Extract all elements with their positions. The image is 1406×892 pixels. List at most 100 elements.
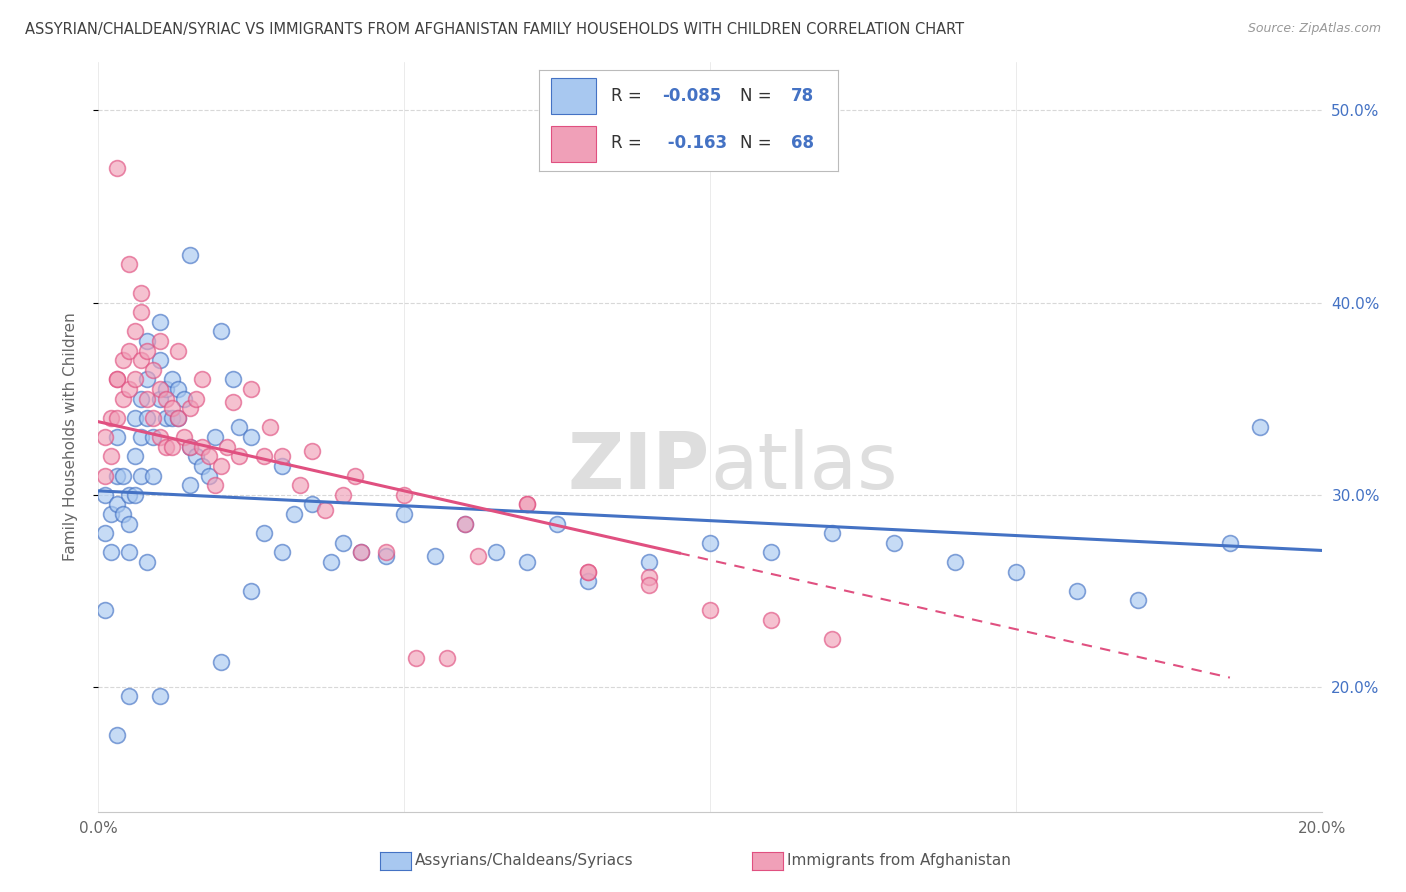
Point bbox=[160, 440, 183, 454]
Point bbox=[124, 410, 146, 425]
Point bbox=[943, 555, 966, 569]
Text: ZIP: ZIP bbox=[568, 429, 710, 505]
Point bbox=[167, 343, 190, 358]
Point bbox=[124, 488, 146, 502]
Point bbox=[344, 468, 367, 483]
Point bbox=[118, 690, 141, 704]
Point bbox=[222, 395, 245, 409]
Point bbox=[111, 353, 134, 368]
Point bbox=[105, 410, 128, 425]
Point bbox=[209, 458, 232, 473]
Point bbox=[136, 555, 159, 569]
Point bbox=[142, 430, 165, 444]
Point bbox=[149, 315, 172, 329]
Point bbox=[270, 545, 292, 559]
Point bbox=[118, 488, 141, 502]
Point bbox=[436, 651, 458, 665]
Point bbox=[374, 549, 396, 564]
Point bbox=[129, 392, 152, 406]
Point bbox=[155, 392, 177, 406]
Point bbox=[191, 440, 214, 454]
Point bbox=[111, 468, 134, 483]
Text: Assyrians/Chaldeans/Syriacs: Assyrians/Chaldeans/Syriacs bbox=[415, 854, 633, 868]
Point bbox=[136, 372, 159, 386]
Point bbox=[485, 545, 508, 559]
Point bbox=[270, 458, 292, 473]
Point bbox=[155, 410, 177, 425]
Text: atlas: atlas bbox=[710, 429, 897, 505]
Point bbox=[124, 450, 146, 464]
Point bbox=[93, 468, 115, 483]
Point bbox=[129, 468, 152, 483]
Point bbox=[252, 526, 274, 541]
Point bbox=[155, 440, 177, 454]
Point bbox=[467, 549, 489, 564]
Point bbox=[100, 545, 122, 559]
Point bbox=[118, 343, 141, 358]
Point bbox=[93, 488, 115, 502]
Text: Immigrants from Afghanistan: Immigrants from Afghanistan bbox=[787, 854, 1011, 868]
Point bbox=[699, 535, 721, 549]
Point bbox=[105, 497, 128, 511]
Point bbox=[142, 468, 165, 483]
Point bbox=[118, 516, 141, 531]
Point bbox=[136, 343, 159, 358]
Point bbox=[576, 574, 599, 589]
Point bbox=[546, 516, 568, 531]
Point bbox=[637, 578, 661, 592]
Point bbox=[454, 516, 477, 531]
Point bbox=[240, 430, 263, 444]
Y-axis label: Family Households with Children: Family Households with Children bbox=[63, 313, 77, 561]
Point bbox=[129, 353, 152, 368]
Point bbox=[821, 526, 844, 541]
Point bbox=[124, 372, 146, 386]
Point bbox=[173, 392, 195, 406]
Point bbox=[392, 507, 416, 521]
Point bbox=[209, 325, 232, 339]
Point bbox=[270, 450, 292, 464]
Point bbox=[129, 285, 152, 300]
Point bbox=[222, 372, 245, 386]
Point bbox=[155, 382, 177, 396]
Point bbox=[136, 410, 159, 425]
Point bbox=[240, 583, 263, 598]
Point bbox=[136, 334, 159, 348]
Point bbox=[173, 430, 195, 444]
Point bbox=[167, 410, 190, 425]
Point bbox=[259, 420, 281, 434]
Point bbox=[350, 545, 373, 559]
Point bbox=[1128, 593, 1150, 607]
Point bbox=[149, 430, 172, 444]
Point bbox=[118, 257, 141, 271]
Point bbox=[759, 613, 782, 627]
Point bbox=[105, 728, 128, 742]
Point bbox=[124, 325, 146, 339]
Point bbox=[191, 458, 214, 473]
Point bbox=[149, 353, 172, 368]
Point bbox=[1219, 535, 1241, 549]
Point bbox=[215, 440, 238, 454]
Point bbox=[209, 655, 232, 669]
Point bbox=[637, 555, 661, 569]
Point bbox=[332, 535, 354, 549]
Point bbox=[105, 468, 128, 483]
Point bbox=[100, 410, 122, 425]
Point bbox=[301, 497, 323, 511]
Point bbox=[142, 363, 165, 377]
Point bbox=[1249, 420, 1271, 434]
Point bbox=[111, 392, 134, 406]
Point bbox=[179, 440, 201, 454]
Point bbox=[105, 372, 128, 386]
Point bbox=[576, 565, 599, 579]
Point bbox=[637, 570, 661, 584]
Point bbox=[252, 450, 274, 464]
Point bbox=[160, 401, 183, 416]
Point bbox=[149, 690, 172, 704]
Point bbox=[111, 507, 134, 521]
Point bbox=[350, 545, 373, 559]
Text: Source: ZipAtlas.com: Source: ZipAtlas.com bbox=[1247, 22, 1381, 36]
Point bbox=[136, 392, 159, 406]
Point bbox=[186, 392, 208, 406]
Point bbox=[405, 651, 427, 665]
Point bbox=[160, 410, 183, 425]
